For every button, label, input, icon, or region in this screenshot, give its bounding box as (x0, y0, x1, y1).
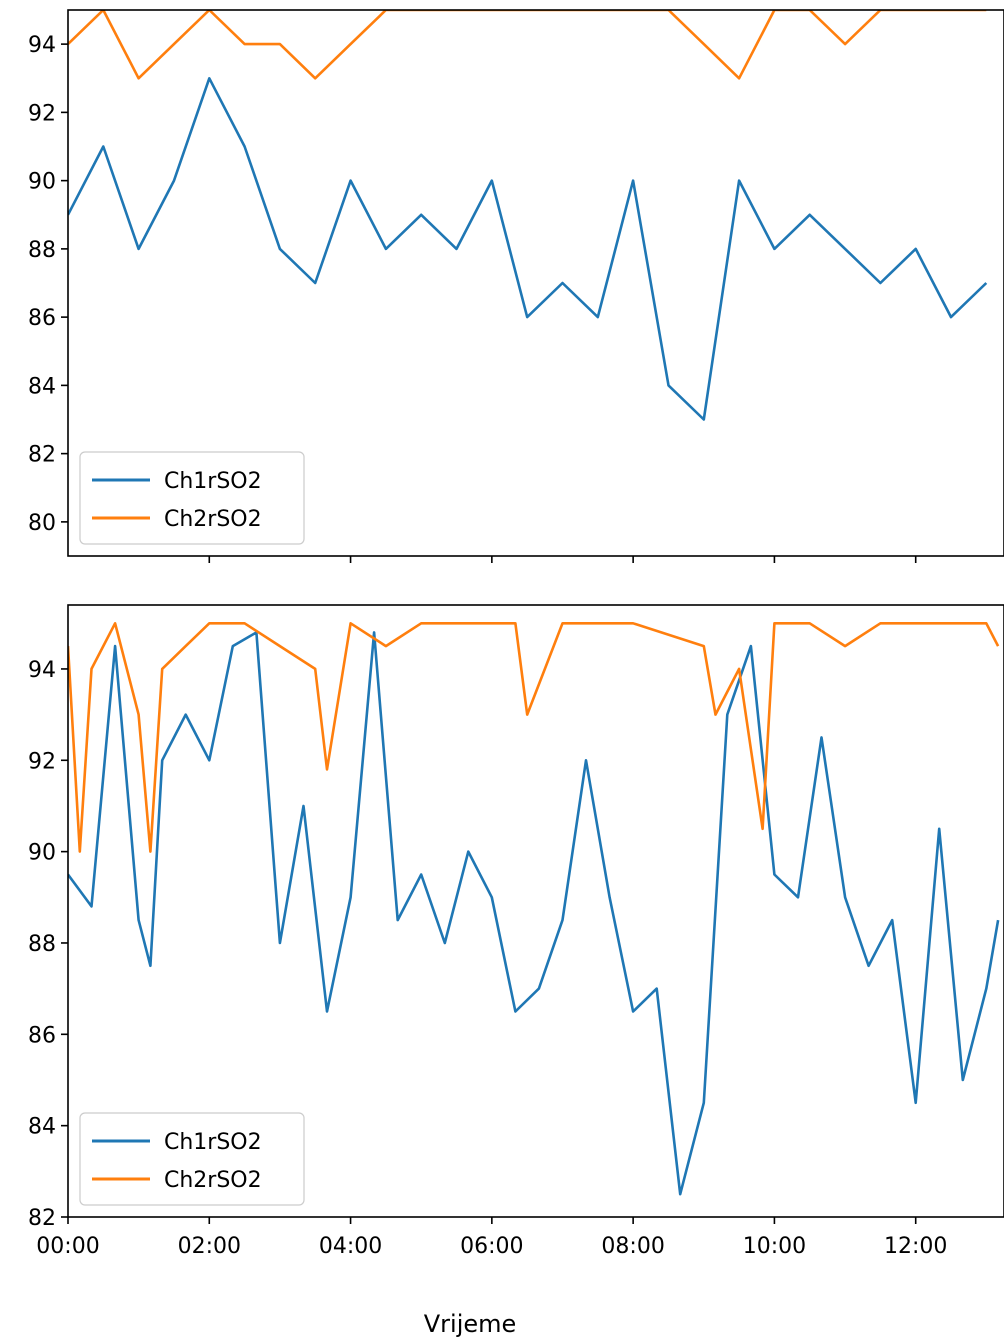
plot-frame (67, 604, 1004, 1218)
y-tick-label: 92 (28, 101, 56, 126)
y-tick-label: 84 (28, 1115, 56, 1140)
series-line-ch1rso2 (68, 77, 988, 421)
series-line-ch1rso2 (68, 631, 1000, 1196)
plot-frame (67, 9, 1004, 557)
y-tick-label: 86 (28, 306, 56, 331)
chart-2: 82 84 86 88 90 92 94 00:00 02:00 04:00 06:00 08:00 1… (28, 604, 1004, 1259)
series-line-ch2rso2 (68, 10, 987, 80)
y-tick-label: 88 (28, 238, 56, 263)
y-tick-label: 90 (28, 841, 56, 866)
x-tick-label: 04:00 (319, 1234, 382, 1259)
y-tick-label: 94 (28, 33, 56, 58)
y-tick-label: 90 (28, 170, 56, 195)
y-tick-label: 94 (28, 658, 56, 683)
y-tick-label: 92 (28, 749, 56, 774)
y-tick-label: 84 (28, 374, 56, 399)
x-tick-label: 00:00 (36, 1234, 99, 1259)
y-tick-label: 82 (28, 1206, 56, 1231)
legend-label-ch1rso2: Ch1rSO2 (164, 469, 262, 494)
y-tick-label: 86 (28, 1023, 56, 1048)
x-tick-label: 12:00 (884, 1234, 947, 1259)
y-tick-label: 88 (28, 932, 56, 957)
x-tick-label: 08:00 (601, 1234, 664, 1259)
y-tick-label: 82 (28, 443, 56, 468)
series-line-ch2rso2 (68, 621, 1000, 853)
x-tick-label: 06:00 (460, 1234, 523, 1259)
legend-label-ch2rso2: Ch2rSO2 (164, 507, 262, 532)
legend-box (79, 1112, 305, 1206)
legend-label-ch1rso2: Ch1rSO2 (164, 1130, 262, 1155)
legend-label-ch2rso2: Ch2rSO2 (164, 1168, 262, 1193)
chart-1: 80 82 84 86 88 90 92 94 Ch1rSO2 Ch2rSO2 (28, 9, 1004, 563)
x-axis-label: Vrijeme (424, 1310, 517, 1338)
y-tick-label: 80 (28, 511, 56, 536)
legend-box (79, 451, 305, 545)
x-tick-label: 02:00 (178, 1234, 241, 1259)
x-tick-label: 10:00 (743, 1234, 806, 1259)
